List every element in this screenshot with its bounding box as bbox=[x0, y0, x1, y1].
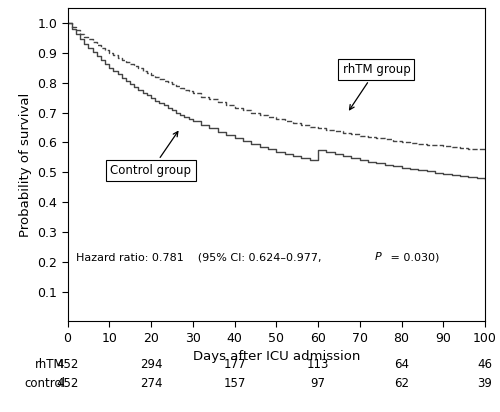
Text: Hazard ratio: 0.781    (95% CI: 0.624–0.977,: Hazard ratio: 0.781 (95% CI: 0.624–0.977… bbox=[76, 252, 325, 262]
Y-axis label: Probability of survival: Probability of survival bbox=[18, 93, 32, 237]
Text: 46: 46 bbox=[478, 358, 492, 371]
Text: P: P bbox=[374, 252, 381, 262]
X-axis label: Days after ICU admission: Days after ICU admission bbox=[192, 350, 360, 363]
Text: rhTM: rhTM bbox=[36, 358, 65, 371]
Text: 177: 177 bbox=[223, 358, 246, 371]
Text: 39: 39 bbox=[478, 377, 492, 390]
Text: Control group: Control group bbox=[110, 131, 192, 177]
Text: 113: 113 bbox=[307, 358, 329, 371]
Text: 294: 294 bbox=[140, 358, 162, 371]
Text: 97: 97 bbox=[310, 377, 326, 390]
Text: 64: 64 bbox=[394, 358, 409, 371]
Text: 157: 157 bbox=[224, 377, 246, 390]
Text: = 0.030): = 0.030) bbox=[387, 252, 440, 262]
Text: rhTM group: rhTM group bbox=[342, 63, 410, 110]
Text: 452: 452 bbox=[56, 358, 78, 371]
Text: 452: 452 bbox=[56, 377, 78, 390]
Text: control: control bbox=[24, 377, 65, 390]
Text: 62: 62 bbox=[394, 377, 409, 390]
Text: 274: 274 bbox=[140, 377, 162, 390]
